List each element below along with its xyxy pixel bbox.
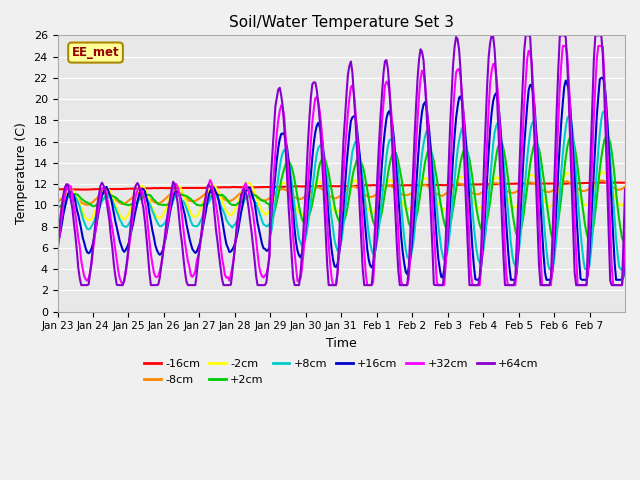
+64cm [545,282,553,288]
+32cm [460,109,467,115]
+16cm [473,277,481,283]
+8cm [91,217,99,223]
-16cm [54,186,61,192]
-2cm [621,198,629,204]
+8cm [621,262,629,267]
+8cm [346,172,353,178]
+64cm [460,138,467,144]
-8cm [83,202,91,208]
-2cm [92,205,100,211]
+16cm [346,131,353,136]
+8cm [545,266,553,272]
+8cm [458,125,466,131]
Line: +16cm: +16cm [58,78,625,280]
+64cm [92,215,100,221]
-16cm [621,180,629,186]
-8cm [347,184,355,190]
Text: EE_met: EE_met [72,46,119,59]
-8cm [92,196,100,202]
+32cm [620,267,627,273]
-16cm [92,186,100,192]
+64cm [621,186,629,192]
+16cm [544,277,552,283]
+8cm [54,223,61,229]
Line: -8cm: -8cm [58,180,625,205]
+2cm [604,133,611,139]
+16cm [54,240,61,246]
-2cm [54,214,61,219]
Legend: -16cm, -8cm, -2cm, +2cm, +8cm, +16cm, +32cm, +64cm: -16cm, -8cm, -2cm, +2cm, +8cm, +16cm, +3… [140,355,543,389]
+2cm [543,199,550,204]
+32cm [347,84,355,90]
-2cm [620,201,627,206]
-8cm [598,178,605,183]
+16cm [458,98,466,104]
-2cm [347,180,355,186]
+32cm [621,229,629,235]
Line: -2cm: -2cm [58,172,625,220]
+8cm [620,266,627,272]
+32cm [54,249,61,255]
+64cm [347,59,355,64]
+32cm [544,282,552,288]
-2cm [599,169,607,175]
-8cm [621,184,629,190]
Line: +32cm: +32cm [58,46,625,285]
+2cm [54,203,61,209]
-2cm [73,194,81,200]
+32cm [329,282,337,288]
+2cm [458,153,466,158]
Title: Soil/Water Temperature Set 3: Soil/Water Temperature Set 3 [228,15,454,30]
-16cm [347,183,355,189]
+2cm [91,204,99,209]
-2cm [460,175,467,180]
+2cm [618,235,626,241]
Line: +2cm: +2cm [58,136,625,242]
+2cm [621,240,629,245]
-8cm [73,195,81,201]
-16cm [544,180,552,186]
Line: +64cm: +64cm [58,36,625,285]
+32cm [73,223,81,229]
-8cm [544,189,552,195]
Line: +8cm: +8cm [58,111,625,269]
+32cm [91,235,99,241]
+8cm [543,247,550,253]
+8cm [600,108,608,114]
X-axis label: Time: Time [326,337,356,350]
-16cm [620,180,627,186]
+16cm [620,274,627,279]
-16cm [79,187,86,192]
+8cm [73,197,81,203]
-16cm [604,180,611,185]
+2cm [73,192,81,197]
-8cm [54,199,61,205]
+64cm [620,237,627,243]
+2cm [346,192,353,198]
Line: -16cm: -16cm [58,182,625,190]
-8cm [620,185,627,191]
-8cm [460,182,467,188]
-16cm [460,182,467,188]
+16cm [73,206,81,212]
+64cm [77,282,85,288]
+64cm [73,247,81,253]
-2cm [544,203,552,209]
Y-axis label: Temperature (C): Temperature (C) [15,122,28,225]
+16cm [621,251,629,256]
-2cm [85,217,93,223]
+64cm [488,33,495,38]
+16cm [598,75,605,81]
+64cm [54,245,61,251]
-16cm [73,187,81,192]
+32cm [559,43,566,49]
+16cm [91,233,99,239]
